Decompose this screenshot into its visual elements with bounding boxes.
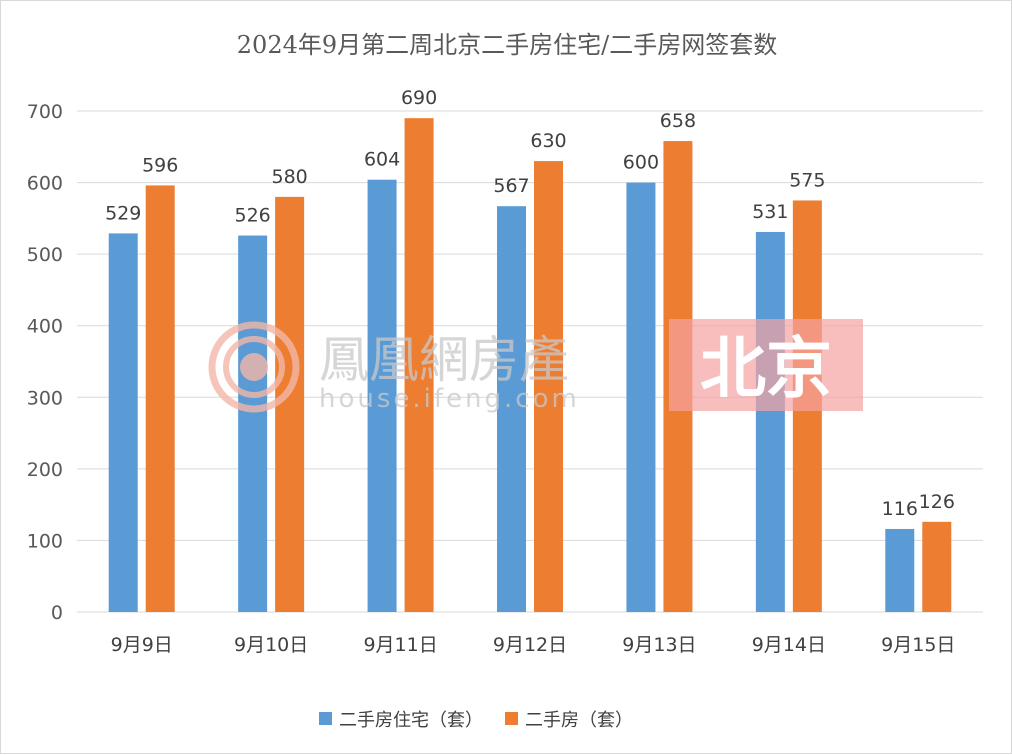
- data-label: 567: [493, 175, 529, 197]
- data-label: 116: [882, 498, 918, 520]
- bar-series-1: [885, 528, 915, 612]
- bar-series-2: [922, 521, 952, 612]
- watermark-city: 北京: [700, 329, 832, 407]
- y-axis-ticks: 0 100 200 300 400 500 600 700: [27, 101, 63, 624]
- data-label: 690: [401, 87, 437, 109]
- bar-series-1: [626, 182, 656, 613]
- legend-swatch-2: [505, 712, 518, 725]
- x-category-label: 9月14日: [752, 634, 826, 656]
- x-axis-categories: 9月9日 9月10日 9月11日 9月12日 9月13日 9月14日 9月15日: [111, 634, 956, 656]
- bar-series-1: [497, 206, 526, 612]
- y-tick-label: 200: [27, 459, 63, 481]
- bar-series-2: [404, 118, 434, 613]
- ifeng-logo-icon: [208, 321, 300, 413]
- watermark-city-box: [669, 319, 863, 411]
- chart-title: 2024年9月第二周北京二手房住宅/二手房网签套数: [237, 31, 777, 59]
- x-category-label: 9月12日: [493, 634, 567, 656]
- legend: 二手房住宅（套） 二手房（套）: [319, 710, 633, 731]
- watermark-brand: 鳳凰網房產: [319, 331, 569, 389]
- bar-series-1: [108, 233, 138, 612]
- x-category-label: 9月15日: [881, 634, 955, 656]
- data-label: 526: [235, 205, 271, 227]
- y-tick-label: 100: [27, 530, 63, 552]
- bar-series-2: [534, 161, 563, 612]
- bar-series-1: [238, 235, 268, 612]
- y-tick-label: 0: [51, 602, 63, 624]
- x-category-label: 9月9日: [111, 634, 173, 656]
- bar-series-2: [145, 185, 175, 613]
- data-label: 575: [789, 169, 825, 191]
- watermark-url: house.ifeng.com: [319, 384, 580, 414]
- y-tick-label: 700: [27, 101, 63, 123]
- data-label: 126: [919, 491, 955, 513]
- x-category-label: 9月10日: [234, 634, 308, 656]
- bar-series-2: [275, 196, 305, 612]
- data-label: 600: [623, 152, 659, 174]
- data-label: 580: [272, 166, 308, 188]
- bar-series-1: [755, 231, 785, 612]
- data-label: 596: [142, 154, 178, 176]
- data-label: 529: [105, 202, 141, 224]
- y-tick-label: 500: [27, 244, 63, 266]
- bar-series-1: [367, 179, 397, 613]
- y-tick-label: 600: [27, 173, 63, 195]
- data-label: 630: [530, 130, 566, 152]
- data-label: 531: [752, 201, 788, 223]
- data-label: 658: [660, 110, 696, 132]
- bars: [108, 118, 952, 613]
- data-label: 604: [364, 149, 400, 171]
- watermark: 鳳凰網房產 house.ifeng.com 北京: [208, 319, 863, 414]
- x-category-label: 9月11日: [363, 634, 437, 656]
- legend-swatch-1: [319, 712, 332, 725]
- y-tick-label: 300: [27, 387, 63, 409]
- y-tick-label: 400: [27, 316, 63, 338]
- x-category-label: 9月13日: [622, 634, 696, 656]
- legend-label-2: 二手房（套）: [525, 710, 633, 731]
- legend-label-1: 二手房住宅（套）: [339, 710, 483, 731]
